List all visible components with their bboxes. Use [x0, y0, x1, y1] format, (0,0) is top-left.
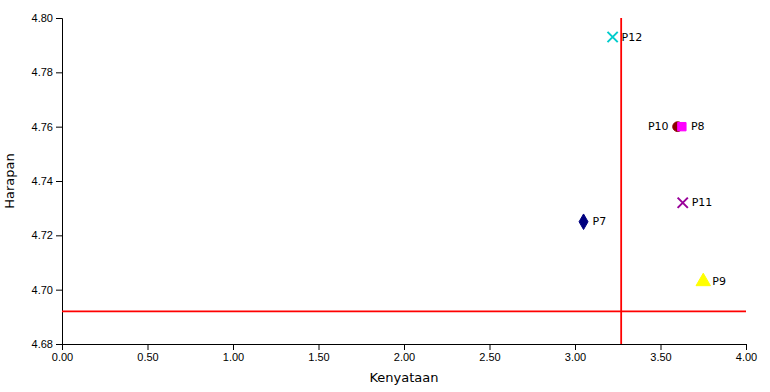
tick: 1.00	[223, 344, 244, 363]
tick-mark	[56, 290, 62, 291]
tick-label: 1.00	[223, 351, 244, 363]
tick-mark	[56, 181, 62, 182]
point-label: P9	[712, 275, 726, 288]
point	[696, 273, 710, 285]
tick: 3.00	[565, 344, 586, 363]
tick-label: 4.78	[32, 66, 53, 78]
axis-line	[56, 19, 63, 345]
tick: 4.00	[736, 344, 757, 363]
tick-mark	[319, 344, 320, 350]
tick-label: 1.50	[308, 351, 329, 363]
tick-label: 3.50	[650, 351, 671, 363]
tick: 2.00	[394, 344, 415, 363]
reference-line	[62, 310, 746, 312]
tick: 4.76	[32, 121, 62, 133]
tick-mark	[661, 344, 662, 350]
tick: 4.70	[32, 284, 62, 296]
tick-mark	[404, 344, 405, 350]
point-label: P11	[692, 196, 713, 209]
tick-mark	[575, 344, 576, 350]
point	[579, 214, 588, 230]
tick-mark	[233, 344, 234, 350]
tick: 1.50	[308, 344, 329, 363]
tick-mark	[56, 344, 62, 345]
axis-line	[63, 345, 747, 351]
point	[678, 122, 686, 130]
tick-mark	[56, 18, 62, 19]
tick-label: 4.80	[32, 12, 53, 24]
tick-label: 2.00	[394, 351, 415, 363]
tick: 4.74	[32, 175, 62, 187]
tick: 4.68	[32, 338, 62, 350]
plot: 0.00 0.50 1.00 1.50 2.00 2.50 3.00 3.50 4.00 4.68…	[2, 12, 757, 385]
tick-mark	[148, 344, 149, 350]
chart: 0.00 0.50 1.00 1.50 2.00 2.50 3.00 3.50 4.00 4.68…	[0, 0, 770, 392]
x-axis: 0.00 0.50 1.00 1.50 2.00 2.50 3.00 3.50 4.00	[52, 344, 757, 363]
tick-label: 4.72	[32, 229, 53, 241]
point-label: P12	[622, 31, 643, 44]
tick-label: 4.76	[32, 121, 53, 133]
tick: 3.50	[650, 344, 671, 363]
tick-label: 4.70	[32, 284, 53, 296]
point	[678, 198, 688, 208]
tick-mark	[56, 127, 62, 128]
y-axis: 4.68 4.70 4.72 4.74 4.76 4.78 4.80	[32, 12, 63, 350]
tick: 4.78	[32, 66, 62, 78]
tick-mark	[56, 72, 62, 73]
point-label: P7	[593, 215, 607, 228]
tick: 4.72	[32, 229, 62, 241]
tick-label: 0.50	[137, 351, 158, 363]
x-axis-title: Kenyataan	[369, 370, 438, 385]
tick-label: 2.50	[479, 351, 500, 363]
point-label: P8	[691, 120, 705, 133]
tick: 0.00	[52, 344, 73, 363]
tick: 4.80	[32, 12, 62, 24]
tick-label: 0.00	[52, 351, 73, 363]
tick-mark	[746, 344, 747, 350]
tick-label: 4.68	[32, 338, 53, 350]
tick-mark	[56, 235, 62, 236]
point-label: P10	[648, 120, 669, 133]
tick-label: 4.74	[32, 175, 53, 187]
reference-line	[620, 18, 622, 344]
tick: 0.50	[137, 344, 158, 363]
tick: 2.50	[479, 344, 500, 363]
tick-label: 3.00	[565, 351, 586, 363]
tick-mark	[490, 344, 491, 350]
point	[608, 32, 618, 42]
marks	[62, 18, 746, 344]
tick-label: 4.00	[736, 351, 757, 363]
y-axis-title: Harapan	[2, 153, 17, 209]
point-labels: P12 P10 P8 P11 P7 P9	[593, 31, 726, 289]
